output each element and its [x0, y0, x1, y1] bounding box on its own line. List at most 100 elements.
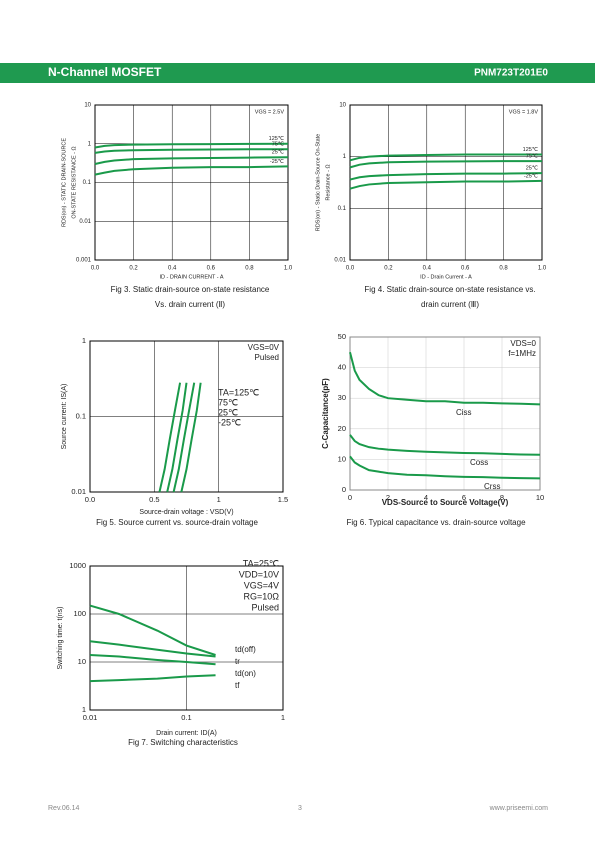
x-tick-label: 0.1 [181, 713, 191, 722]
x-tick-label: 0.2 [129, 266, 138, 272]
x-tick-label: 0.0 [346, 266, 355, 272]
x-axis-label: ID - DRAIN CURRENT - A [159, 274, 223, 280]
y-tick-label: 0.001 [76, 258, 92, 264]
x-tick-label: 1.0 [284, 266, 293, 272]
x-tick-label: 1 [281, 713, 285, 722]
series-line [94, 148, 288, 154]
y-axis-label: Switching time: t(ns) [57, 606, 64, 669]
figure-caption: drain current (Ⅲ) [421, 300, 479, 309]
series-line [349, 455, 541, 480]
x-axis-label: Source-drain voltage : VSD(V) [139, 509, 233, 516]
x-axis-label: VDS-Source to Source Voltage(V) [382, 498, 509, 507]
series-line [89, 604, 216, 656]
series-line [89, 640, 216, 658]
x-tick-label: 0.0 [91, 266, 100, 272]
series-line [89, 653, 216, 666]
y-tick-label: 1000 [69, 561, 86, 570]
series-label: td(on) [235, 669, 256, 678]
y-axis-label: Source current: IS(A) [61, 384, 68, 450]
series-label: 75℃ [272, 142, 285, 148]
series-line [94, 142, 289, 149]
series-label: -25℃ [270, 159, 285, 165]
y-tick-label: 50 [338, 332, 346, 341]
footer-page: 3 [298, 805, 302, 812]
x-axis-label: ID - Drain Current - A [420, 274, 472, 280]
header-bar [0, 63, 595, 83]
plot-frame [94, 104, 289, 261]
y-tick-label: 1 [88, 141, 92, 147]
series-line [180, 382, 202, 493]
y-tick-label: 10 [339, 103, 346, 109]
x-tick-label: 0.4 [423, 266, 432, 272]
annotation: RG=10Ω [244, 591, 280, 601]
x-tick-label: 6 [462, 493, 466, 502]
series-line [166, 382, 188, 493]
x-tick-label: 0.6 [207, 266, 216, 272]
y-tick-label: 0.01 [334, 258, 346, 264]
x-axis-label: Drain current: ID(A) [156, 730, 217, 737]
x-tick-label: 1.5 [278, 495, 288, 504]
x-tick-label: 1 [217, 495, 221, 504]
series-label: 75℃ [218, 397, 238, 407]
annotation: VGS = 1.8V [509, 109, 539, 115]
footer-url: www.priseemi.com [489, 805, 549, 812]
y-tick-label: 30 [338, 393, 346, 402]
series-label: tr [235, 657, 240, 666]
x-tick-label: 4 [424, 493, 428, 502]
header-title: N-Channel MOSFET [48, 65, 162, 79]
y-axis-label: Resistance - Ω [325, 164, 331, 200]
footer-rev: Rev.06.14 [48, 805, 79, 812]
y-axis-label: ON-STATE RESISTANCE - Ω [71, 146, 77, 218]
figure-caption: Fig 5. Source current vs. source-drain v… [96, 518, 258, 527]
series-label: 25℃ [526, 166, 539, 172]
x-tick-label: 0 [348, 493, 352, 502]
plot-frame [349, 104, 543, 261]
y-tick-label: 20 [338, 424, 346, 433]
x-tick-label: 10 [536, 493, 544, 502]
series-line [349, 172, 543, 181]
annotation: TA=25℃ [243, 558, 279, 568]
plot-frame [349, 336, 541, 491]
y-tick-label: 10 [338, 454, 346, 463]
figure-caption: Vs. drain current (Ⅱ) [155, 300, 226, 309]
y-tick-label: 0.1 [338, 206, 347, 212]
y-tick-label: 0.01 [79, 219, 91, 225]
y-tick-label: 1 [343, 154, 347, 160]
series-label: 25℃ [272, 150, 285, 156]
annotation: Pulsed [255, 353, 279, 362]
y-tick-label: 0.1 [83, 180, 92, 186]
y-axis-label: C-Capacitance(pF) [321, 378, 330, 449]
series-label: 25℃ [218, 407, 238, 417]
x-tick-label: 0.8 [245, 266, 254, 272]
x-tick-label: 0.0 [85, 495, 95, 504]
series-line [349, 153, 542, 162]
series-line [94, 156, 289, 165]
series-line [94, 165, 289, 176]
series-line [349, 179, 543, 190]
y-tick-label: 10 [78, 657, 86, 666]
y-tick-label: 10 [84, 103, 91, 109]
series-label: tf [235, 681, 240, 690]
x-tick-label: 8 [500, 493, 504, 502]
y-tick-label: 0 [342, 485, 346, 494]
annotation: VGS=4V [244, 580, 279, 590]
y-tick-label: 100 [73, 609, 86, 618]
x-tick-label: 1.0 [538, 266, 547, 272]
y-axis-label: RDS(on) - Static Drain-Source On-State [315, 134, 321, 232]
y-tick-label: 40 [338, 363, 346, 372]
figure-caption: Fig 6. Typical capacitance vs. drain-sou… [346, 518, 526, 527]
annotation: VGS = 2.5V [255, 109, 285, 115]
x-tick-label: 0.5 [149, 495, 159, 504]
series-line [158, 382, 182, 493]
series-line [172, 382, 196, 493]
series-label: 125℃ [269, 136, 285, 142]
x-tick-label: 0.8 [499, 266, 508, 272]
annotation: VDS=0 [510, 339, 536, 348]
series-label: Crss [484, 482, 500, 491]
series-label: TA=125℃ [218, 387, 259, 397]
series-label: -25℃ [218, 417, 241, 427]
series-label: -25℃ [524, 173, 539, 179]
annotation: VGS=0V [248, 343, 280, 352]
figure-caption: Fig 3. Static drain-source on-state resi… [111, 285, 270, 294]
